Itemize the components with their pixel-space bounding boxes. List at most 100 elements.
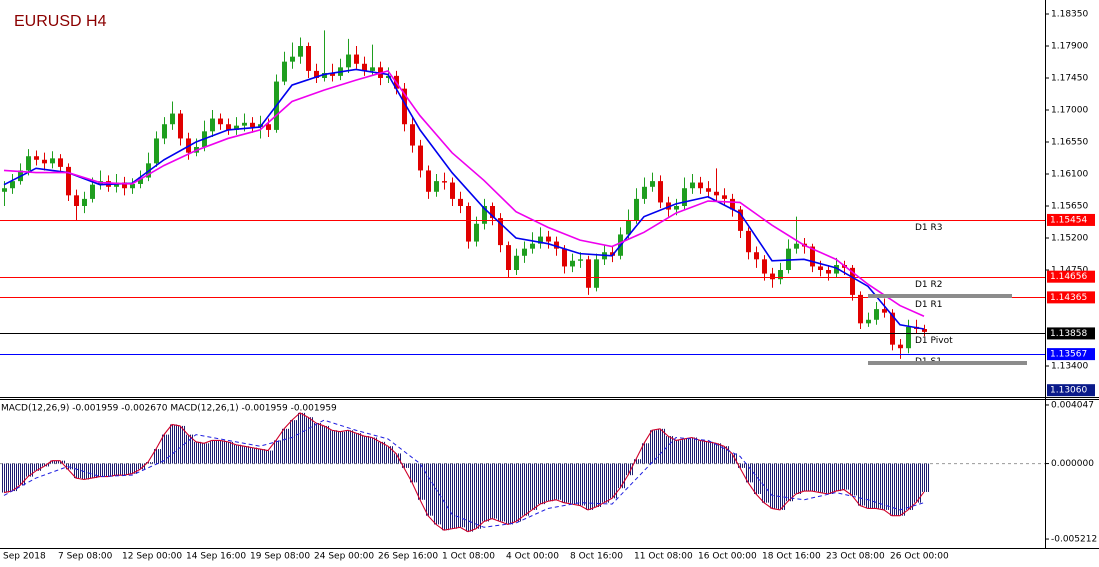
macd-histogram-bar [617,463,625,489]
price-tag-label: 1.15454 [1050,215,1087,225]
macd-histogram-bar [129,463,137,474]
candle-body [170,113,175,125]
drawn-level-bar [868,294,1012,298]
macd-histogram-bar [721,446,729,464]
macd-histogram-bar [833,463,841,492]
candle-body [706,188,711,192]
macd-histogram-bar [625,463,633,476]
macd-histogram-bar [113,463,121,476]
x-tick-label: 26 Oct 00:00 [890,552,949,562]
macd-histogram-bar [753,463,761,494]
macd-histogram-bar [489,463,497,519]
x-tick-label: 19 Sep 08:00 [250,552,310,562]
macd-histogram-bar [577,463,585,506]
candle-body [898,344,903,349]
candle-body [770,273,775,280]
macd-histogram-bar [401,463,409,468]
candle-body [642,186,647,199]
macd-histogram-bar [393,453,401,464]
macd-histogram-bar [545,463,553,502]
x-tick-label: 14 Sep 16:00 [186,552,246,562]
candle-body [178,113,183,139]
y-tick-label: 0.000000 [1051,459,1094,469]
y-tick-label: 1.14750 [1051,265,1088,275]
price-tag [1047,348,1095,361]
price-tag-label: 1.14656 [1050,272,1087,282]
macd-histogram-bar [881,463,889,510]
macd-histogram-bar [281,428,289,464]
macd-histogram-bar [921,463,929,492]
macd-histogram-bar [265,450,273,464]
macd-histogram-bar [457,463,465,528]
macd-histogram-bar [873,463,881,509]
y-tick-label: 1.15200 [1051,234,1088,244]
macd-histogram-bar [857,463,865,506]
macd-histogram-bar [313,423,321,464]
candle-body [874,309,879,320]
candle-body [330,73,335,76]
macd-histogram-bar [769,463,777,509]
macd-histogram-bar [105,463,113,477]
candle-body [570,260,575,267]
y-tick-label: 1.13400 [1051,361,1088,371]
macd-histogram-bar [529,463,537,510]
macd-histogram-bar [673,440,681,464]
macd-histogram-bar [713,443,721,464]
candle-body [634,198,639,221]
macd-histogram-bar [169,424,177,464]
candle-body [586,259,591,288]
macd-histogram-bar [361,436,369,464]
candle-body [250,122,255,128]
candle-body [322,73,327,79]
x-tick-label: 12 Sep 00:00 [122,552,182,562]
candle-body [746,230,751,253]
candle-body [2,188,7,192]
candle-body [58,158,63,167]
candle-body [530,243,535,249]
y-tick-label: 1.17900 [1051,42,1088,52]
candle-body [458,198,463,207]
macd-line [3,412,925,533]
pivot-level-label: D1 R2 [915,280,943,290]
candle-body [282,61,287,82]
macd-histogram-bar [161,434,169,464]
candle-body [722,195,727,199]
candle-body [122,182,127,189]
macd-histogram-bar [569,463,577,505]
macd-histogram-bar [409,463,417,483]
candle-body [690,182,695,189]
macd-histogram-bar [145,462,153,464]
macd-histogram-bar [137,463,145,470]
candle-body [514,255,519,270]
drawn-level-bar [868,361,1027,365]
candle-body [498,218,503,246]
macd-histogram-bar [849,463,857,496]
macd-histogram-bar [273,440,281,464]
x-tick-label: 8 Oct 16:00 [570,552,623,562]
x-tick-label: 26 Sep 16:00 [378,552,438,562]
macd-histogram-bar [553,463,561,500]
candle-body [138,177,143,184]
x-tick-label: 4 Oct 00:00 [506,552,559,562]
candle-body [42,159,47,164]
candle-body [810,246,815,267]
macd-histogram-bar [905,463,913,510]
price-tag [1047,213,1095,226]
candle-body [234,125,239,130]
x-tick-label: 24 Sep 00:00 [314,552,374,562]
x-tick-label: Sep 2018 [3,552,46,562]
macd-histogram-bar [345,430,353,464]
candle-body [90,184,95,199]
macd-histogram-bar [481,463,489,522]
candle-body [362,63,367,71]
macd-histogram-bar [9,463,17,492]
candle-body [82,198,87,207]
y-tick-label: -0.005212 [1051,535,1097,545]
x-tick-label: 11 Oct 08:00 [634,552,693,562]
x-tick-label: 7 Sep 08:00 [58,552,113,562]
candle-body [658,181,663,203]
macd-histogram-bar [41,463,49,467]
macd-histogram-bar [841,463,849,490]
price-tag-label: 1.13060 [1050,386,1087,396]
macd-histogram-bar [785,463,793,502]
